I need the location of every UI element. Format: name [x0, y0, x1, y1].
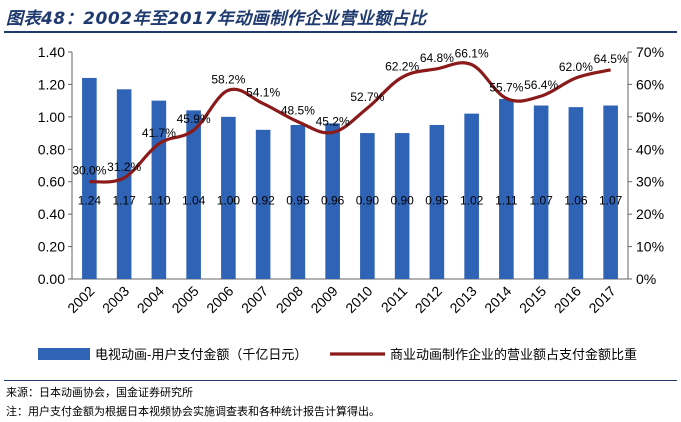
bar-value-label: 0.92 [251, 193, 275, 207]
left-axis-tick-label: 1.40 [38, 44, 65, 60]
legend-line-label: 商业动画制作企业的营业额占支付金额比重 [390, 347, 637, 362]
x-axis-tick-label: 2010 [342, 283, 375, 316]
left-axis-tick-label: 0.40 [38, 206, 65, 222]
line-value-label: 45.2% [316, 114, 350, 128]
bar [568, 107, 584, 279]
line-value-label: 58.2% [211, 72, 245, 86]
bar [499, 99, 514, 280]
x-axis-tick-label: 2007 [238, 283, 271, 316]
right-axis-tick-label: 20% [636, 206, 664, 222]
x-axis-tick-label: 2005 [168, 283, 201, 316]
bar-value-label: 1.07 [599, 193, 623, 207]
bar-value-label: 1.11 [495, 193, 518, 207]
left-axis-tick-label: 1.20 [38, 76, 65, 92]
line-value-label: 56.4% [524, 78, 558, 92]
bar [221, 116, 236, 279]
bar [394, 133, 410, 279]
bar [82, 77, 97, 279]
right-axis-tick-label: 70% [636, 44, 664, 60]
x-axis-tick-label: 2004 [134, 283, 167, 316]
x-axis-tick-label: 2015 [516, 283, 549, 316]
line-value-label: 62.0% [559, 60, 593, 74]
x-axis-tick-label: 2011 [378, 283, 411, 316]
x-axis-tick-label: 2003 [99, 283, 132, 316]
right-axis-tick-label: 30% [636, 174, 664, 190]
x-axis-tick-label: 2008 [273, 283, 306, 316]
bar-value-label: 1.24 [78, 193, 102, 207]
left-axis-tick-label: 1.00 [38, 109, 65, 125]
left-axis-tick-label: 0.20 [38, 239, 65, 255]
right-axis-tick-label: 60% [636, 76, 664, 92]
right-axis-tick-label: 0% [636, 271, 656, 287]
bar-value-label: 1.00 [217, 193, 241, 207]
bar [255, 129, 271, 279]
bar-value-label: 0.95 [286, 193, 310, 207]
bar-value-label: 0.90 [356, 193, 380, 207]
line-value-label: 64.8% [420, 51, 454, 65]
line-value-label: 30.0% [72, 164, 106, 178]
left-axis-tick-label: 0.80 [38, 141, 65, 157]
bar [464, 113, 479, 279]
line-value-label: 48.5% [281, 104, 315, 118]
source-note: 来源：日本动画协会，国金证券研究所 [6, 386, 193, 399]
line-value-label: 66.1% [455, 47, 489, 61]
right-axis-tick-label: 10% [636, 239, 664, 255]
x-axis-tick-label: 2013 [446, 283, 479, 316]
left-axis-tick-label: 0.60 [38, 174, 65, 190]
bar-value-label: 0.96 [321, 193, 345, 207]
bar [360, 133, 375, 279]
x-axis-tick-label: 2002 [64, 283, 97, 316]
x-axis-tick-label: 2006 [203, 283, 236, 316]
bar [116, 89, 132, 279]
percentage-line [89, 61, 611, 184]
bar-value-label: 1.06 [564, 193, 588, 207]
bar-value-label: 1.07 [529, 193, 553, 207]
legend-bar-swatch [38, 348, 90, 360]
bar-value-label: 1.10 [147, 193, 171, 207]
footnote: 注：用户支付金额为根据日本视频协会实施调查表和各种统计报告计算得出。 [6, 405, 380, 418]
line-value-label: 62.2% [385, 59, 419, 73]
footer-rule [4, 380, 677, 381]
right-axis-tick-label: 40% [636, 141, 664, 157]
legend-bar-label: 电视动画-用户支付金额（千亿日元） [95, 347, 307, 362]
line-value-label: 64.5% [594, 52, 628, 66]
bar-value-label: 1.17 [112, 193, 136, 207]
bar [603, 105, 618, 279]
bar-value-label: 1.02 [460, 193, 484, 207]
line-value-label: 52.7% [350, 90, 384, 104]
x-axis-tick-label: 2014 [481, 283, 514, 316]
bar [290, 124, 306, 279]
line-value-label: 31.2% [107, 160, 141, 174]
line-value-label: 54.1% [246, 86, 280, 100]
line-value-label: 45.9% [177, 112, 211, 126]
x-axis-tick-label: 2009 [307, 283, 340, 316]
x-axis-tick-label: 2016 [551, 283, 584, 316]
combo-chart: 0.00 0.20 0.40 0.60 0.80 1.00 1.20 1.40 0% 10% 20%… [38, 44, 664, 362]
bar [325, 123, 340, 279]
bar-value-label: 0.90 [390, 193, 414, 207]
bar [429, 124, 445, 279]
right-axis-tick-label: 50% [636, 109, 664, 125]
x-axis-tick-label: 2017 [585, 283, 618, 316]
bar [533, 105, 549, 279]
title-rule [4, 31, 677, 33]
left-axis-tick-label: 0.00 [38, 271, 65, 287]
chart-title: 图表48：2002年至2017年动画制作企业营业额占比 [6, 9, 427, 29]
x-axis-tick-label: 2012 [412, 283, 445, 316]
bar [186, 110, 201, 279]
bar-value-label: 1.04 [182, 193, 206, 207]
bar-value-label: 0.95 [425, 193, 449, 207]
line-value-label: 41.7% [142, 126, 176, 140]
line-value-label: 55.7% [489, 80, 523, 94]
